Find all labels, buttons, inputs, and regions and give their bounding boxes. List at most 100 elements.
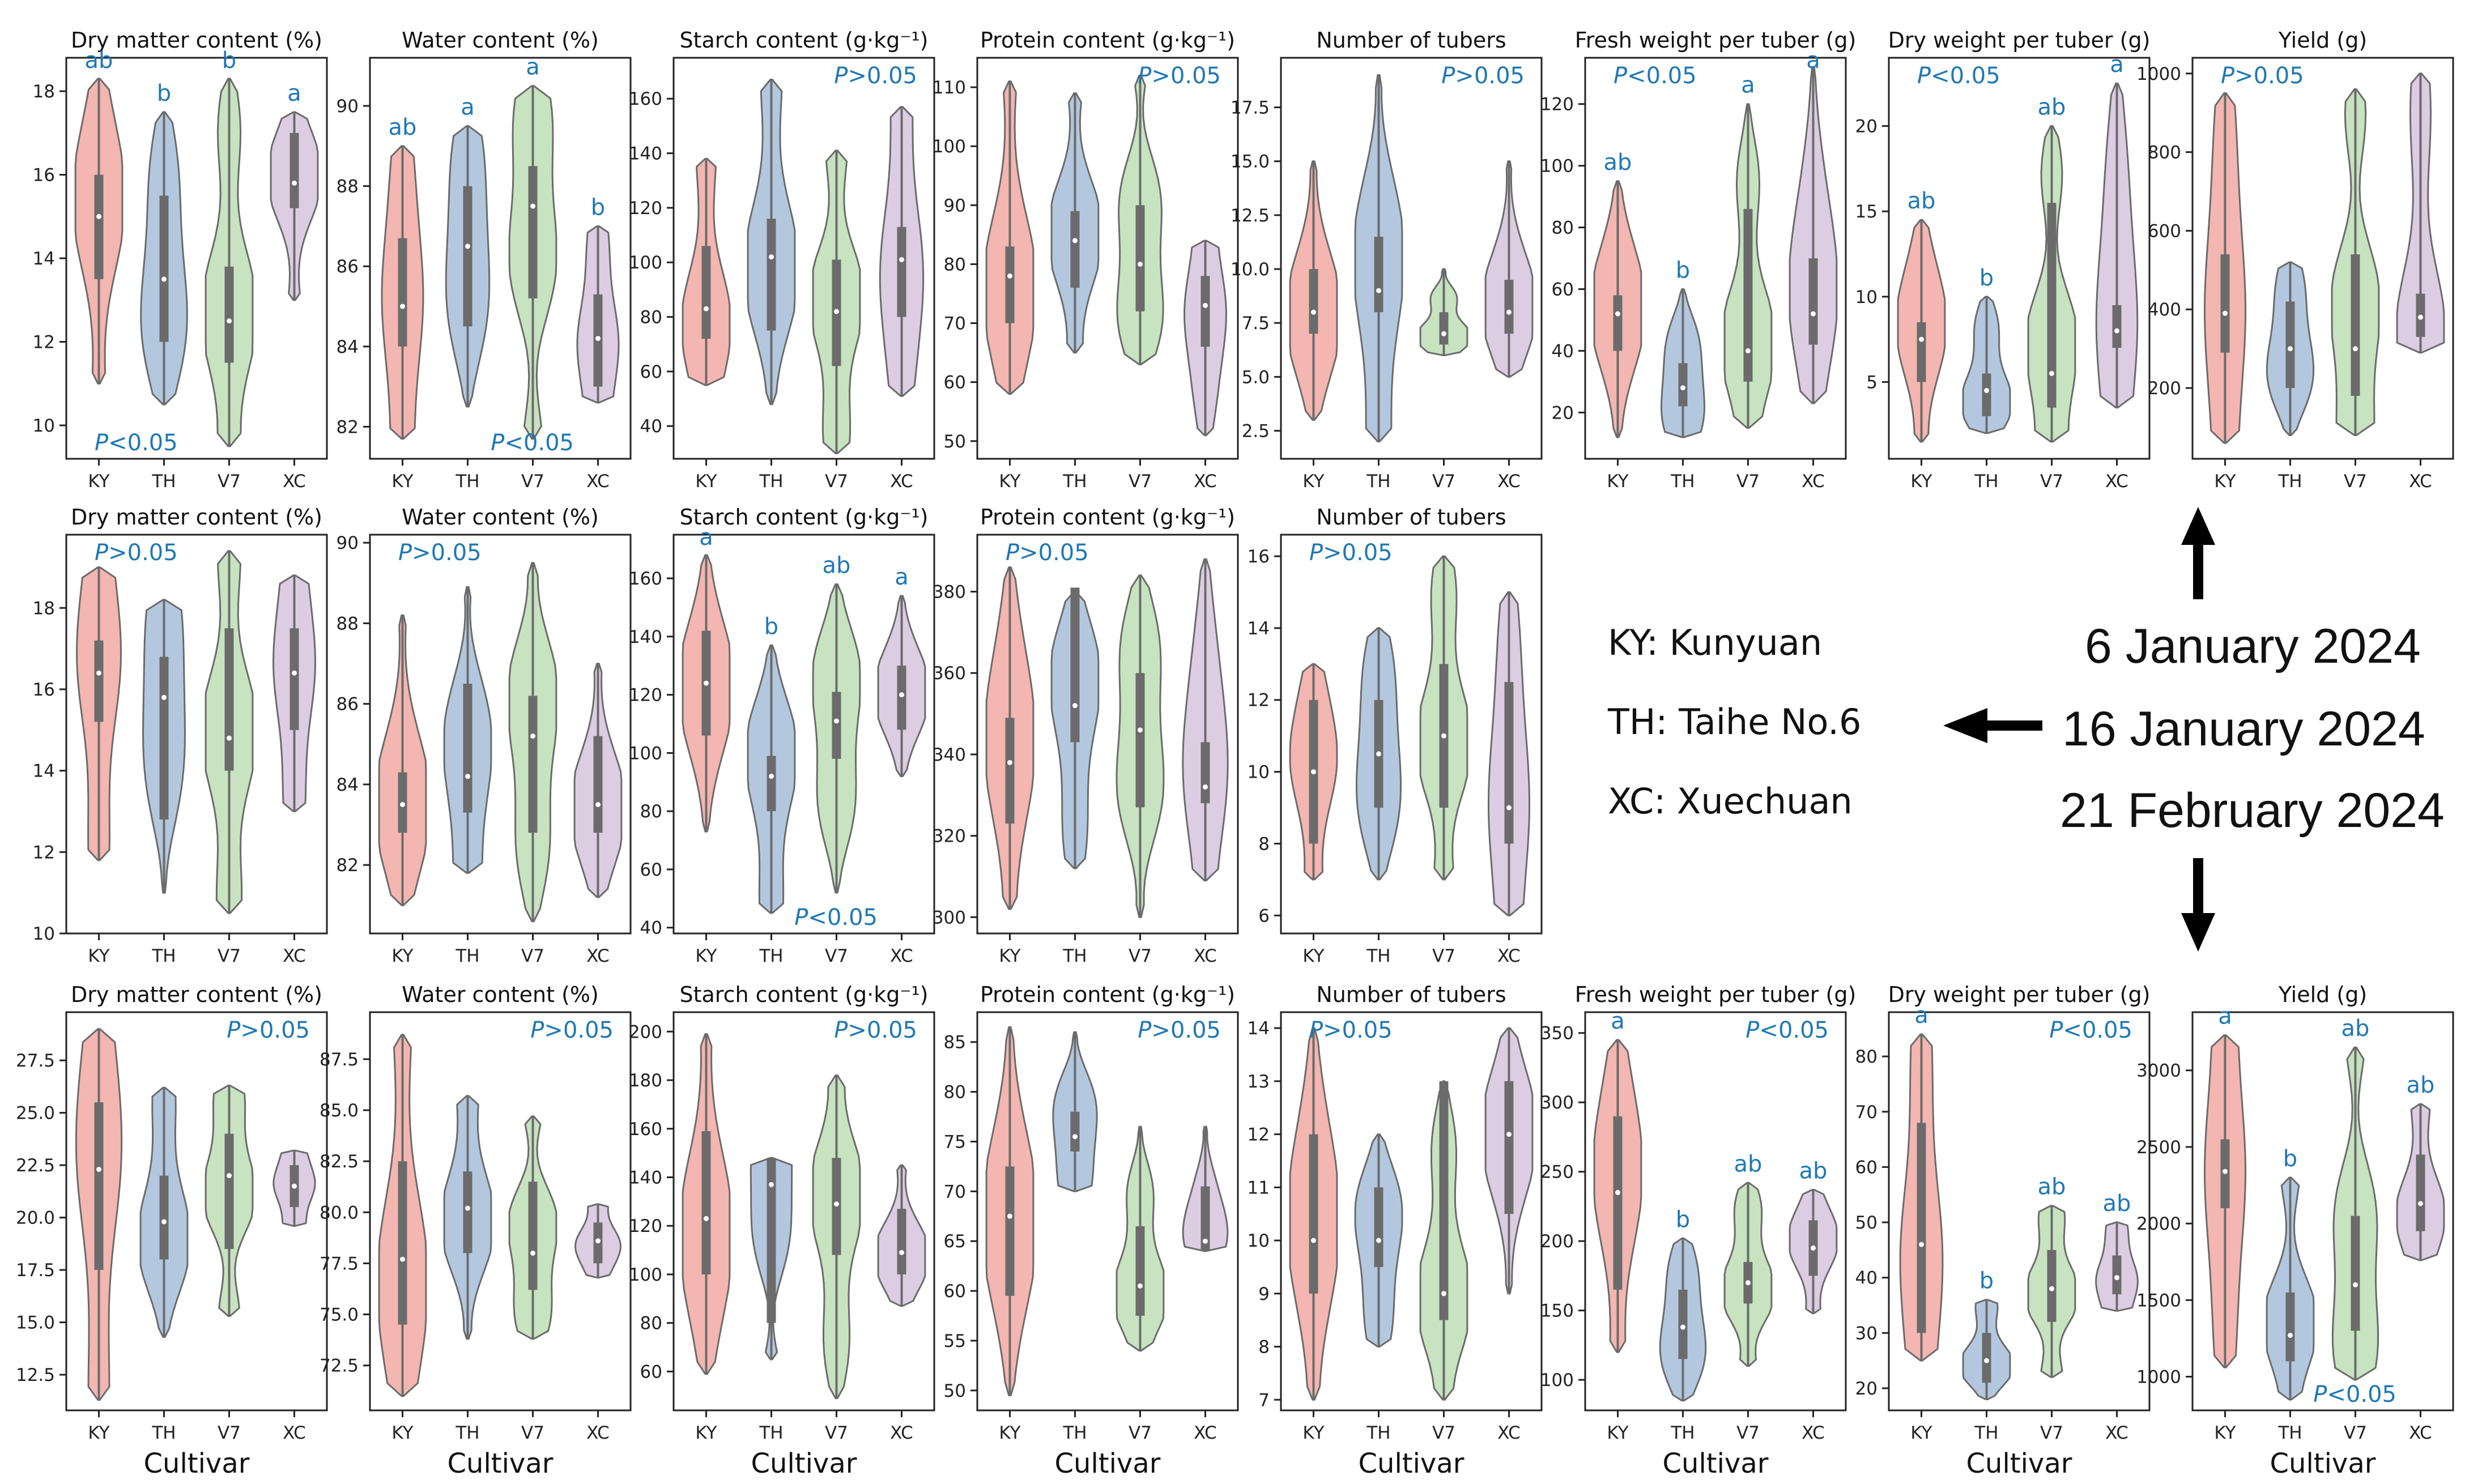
panel-12: 300 320 340 360 380 KY TH V7 XC Protein content (… xyxy=(933,505,1239,966)
y-tick-label: 82 xyxy=(337,855,359,876)
significance-letter-th: b xyxy=(1676,1206,1690,1233)
iqr-box-th xyxy=(1982,1333,1991,1383)
median-point-xc xyxy=(2114,328,2119,334)
panel-title: Protein content (g·kg⁻¹) xyxy=(980,982,1235,1007)
iqr-box-ky xyxy=(1917,1123,1926,1333)
y-tick-label: 10 xyxy=(33,924,55,944)
panel-title: Protein content (g·kg⁻¹) xyxy=(980,505,1235,530)
iqr-box-xc xyxy=(1200,276,1210,347)
iqr-box-th xyxy=(159,195,169,342)
x-tick-label: KY xyxy=(695,946,717,966)
plot-frame xyxy=(369,57,632,460)
median-point-th xyxy=(769,774,774,779)
panel-21: 1000 1500 2000 2500 3000 KY TH V7 XC Yield (g) Cul… xyxy=(2136,982,2454,1479)
x-tick-label: KY xyxy=(999,946,1020,966)
significance-letter-xc: b xyxy=(591,194,605,220)
y-tick-label: 13 xyxy=(1248,1072,1270,1092)
y-tick-label: 100 xyxy=(933,137,966,157)
x-axis-label: Cultivar xyxy=(1663,1448,1769,1479)
significance-letter-th: b xyxy=(1676,257,1690,283)
median-point-ky xyxy=(704,1216,709,1221)
iqr-box-xc xyxy=(2416,1154,2425,1231)
median-point-xc xyxy=(2418,314,2423,320)
median-point-ky xyxy=(400,801,405,807)
panel-title: Dry matter content (%) xyxy=(71,982,322,1007)
x-axis-label: Cultivar xyxy=(144,1448,250,1479)
iqr-box-th xyxy=(1678,363,1688,407)
x-tick-label: KY xyxy=(2214,471,2236,492)
y-tick-label: 70 xyxy=(944,314,966,334)
significance-letter-ky: ab xyxy=(1908,188,1936,214)
y-tick-label: 200 xyxy=(629,1022,662,1042)
p-value-symbol: P xyxy=(227,1017,241,1043)
x-tick-label: V7 xyxy=(1129,946,1152,966)
significance-letter-th: b xyxy=(157,80,171,106)
p-value-label: P>0.05 xyxy=(95,540,178,566)
y-tick-label: 10 xyxy=(1855,287,1878,308)
y-tick-label: 18 xyxy=(33,82,55,102)
y-tick-label: 15.0 xyxy=(1231,152,1270,172)
p-value-symbol: P xyxy=(1138,63,1152,89)
y-tick-label: 160 xyxy=(629,1119,662,1140)
p-value-label: P>0.05 xyxy=(1006,540,1089,566)
iqr-box-ky xyxy=(1005,1166,1015,1296)
y-tick-label: 82 xyxy=(337,417,359,437)
median-point-ky xyxy=(1007,1213,1012,1219)
y-tick-label: 7.5 xyxy=(1242,313,1270,334)
y-tick-label: 2500 xyxy=(2136,1137,2181,1158)
y-tick-label: 10 xyxy=(1248,762,1270,783)
median-point-ky xyxy=(1311,769,1316,775)
x-tick-label: KY xyxy=(695,471,717,492)
x-tick-label: V7 xyxy=(2040,471,2063,492)
y-tick-label: 10 xyxy=(1248,1231,1270,1251)
p-value-threshold: <0.05 xyxy=(2327,1381,2396,1408)
x-tick-label: TH xyxy=(1670,471,1695,492)
panel-title: Starch content (g·kg⁻¹) xyxy=(680,505,929,530)
median-point-ky xyxy=(1007,760,1012,765)
legend-xc: XC: Xuechuan xyxy=(1608,781,1853,822)
p-value-threshold: <0.05 xyxy=(2063,1017,2132,1043)
p-value-symbol: P xyxy=(834,63,848,89)
iqr-box-xc xyxy=(593,736,603,833)
panel-title: Number of tubers xyxy=(1316,505,1506,530)
y-tick-label: 7 xyxy=(1258,1390,1270,1410)
iqr-box-v7 xyxy=(528,1182,538,1290)
y-tick-label: 30 xyxy=(1855,1323,1878,1344)
x-tick-label: XC xyxy=(2409,1423,2432,1443)
y-tick-label: 2.5 xyxy=(1242,421,1270,442)
panel-title: Starch content (g·kg⁻¹) xyxy=(680,982,929,1007)
significance-letter-v7: ab xyxy=(2341,1016,2370,1042)
panel-title: Starch content (g·kg⁻¹) xyxy=(680,28,929,53)
x-tick-label: XC xyxy=(586,1423,610,1443)
iqr-box-th xyxy=(463,186,472,327)
median-point-xc xyxy=(595,801,601,807)
p-value-label: P>0.05 xyxy=(227,1017,310,1043)
median-point-xc xyxy=(899,1250,904,1255)
median-point-xc xyxy=(1203,1238,1208,1244)
y-tick-label: 40 xyxy=(1855,1268,1878,1289)
panel-0: 10 12 14 16 18 KY TH V7 XC Dry matter content (%)… xyxy=(33,28,328,492)
x-tick-label: V7 xyxy=(1129,471,1152,492)
x-tick-label: XC xyxy=(890,1423,913,1443)
p-value-symbol: P xyxy=(1309,1017,1323,1043)
iqr-box-xc xyxy=(1808,258,1818,345)
median-point-xc xyxy=(2114,1275,2119,1281)
y-tick-label: 110 xyxy=(933,78,966,98)
y-tick-label: 84 xyxy=(337,337,359,357)
up-arrow-head xyxy=(2181,507,2215,545)
significance-letter-ky: ab xyxy=(1604,150,1632,176)
median-point-v7 xyxy=(227,735,232,741)
significance-letter-ky: a xyxy=(699,524,713,551)
y-tick-label: 86 xyxy=(337,694,359,715)
significance-letter-v7: ab xyxy=(1734,1151,1762,1177)
median-point-ky xyxy=(1007,273,1012,279)
y-tick-label: 800 xyxy=(2148,143,2181,163)
y-tick-label: 160 xyxy=(629,89,662,109)
y-tick-label: 120 xyxy=(1540,95,1574,115)
p-value-symbol: P xyxy=(95,540,109,566)
significance-letter-xc: ab xyxy=(1799,1158,1828,1184)
iqr-box-v7 xyxy=(1135,1226,1145,1316)
x-tick-label: XC xyxy=(890,946,913,966)
